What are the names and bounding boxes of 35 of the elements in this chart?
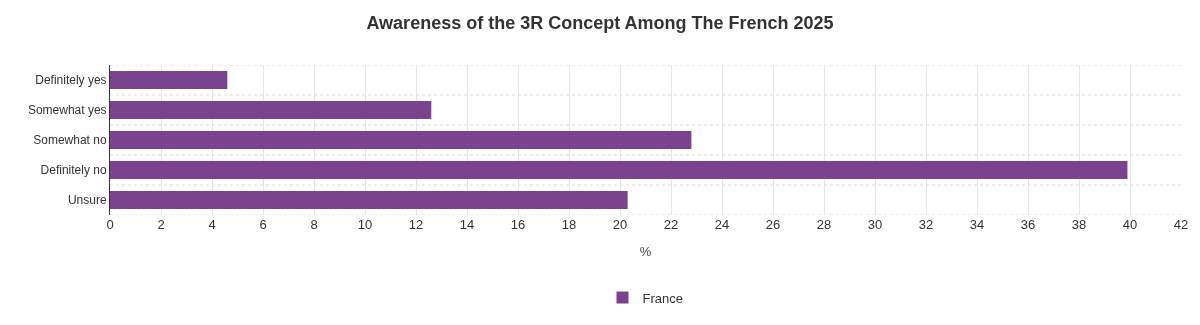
x-tick-label: 36 <box>1020 217 1036 232</box>
y-tick-label: Somewhat no <box>33 133 107 148</box>
x-tick-label: 24 <box>714 217 730 232</box>
x-tick-label: 0 <box>106 217 114 232</box>
x-tick-label: 32 <box>918 217 934 232</box>
x-axis-title: % <box>639 243 652 259</box>
bar <box>110 191 628 209</box>
y-tick-label: Definitely yes <box>35 73 107 88</box>
x-tick-label: 12 <box>408 217 424 232</box>
x-tick-label: 30 <box>867 217 883 232</box>
x-tick-label: 18 <box>561 217 577 232</box>
x-tick-label: 2 <box>157 217 165 232</box>
x-tick-label: 40 <box>1122 217 1138 232</box>
bar <box>110 71 228 89</box>
x-tick-label: 10 <box>357 217 373 232</box>
x-tick-label: 38 <box>1071 217 1087 232</box>
legend-label: France <box>642 290 683 306</box>
bar <box>110 131 692 149</box>
y-tick-label: Unsure <box>67 193 107 208</box>
x-tick-label: 4 <box>208 217 216 232</box>
x-tick-label: 28 <box>816 217 832 232</box>
y-tick-label: Definitely no <box>40 163 107 178</box>
x-tick-label: 22 <box>663 217 679 232</box>
x-tick-label: 26 <box>765 217 781 232</box>
x-tick-label: 6 <box>259 217 267 232</box>
x-tick-label: 34 <box>969 217 985 232</box>
bar <box>110 101 432 119</box>
chart-title: Awareness of the 3R Concept Among The French 2025 <box>366 12 834 33</box>
y-tick-label: Somewhat yes <box>27 103 107 118</box>
x-tick-label: 16 <box>510 217 526 232</box>
x-tick-label: 42 <box>1173 217 1189 232</box>
x-tick-label: 8 <box>310 217 318 232</box>
bar <box>110 161 1128 179</box>
x-tick-label: 20 <box>612 217 628 232</box>
x-tick-label: 14 <box>459 217 475 232</box>
